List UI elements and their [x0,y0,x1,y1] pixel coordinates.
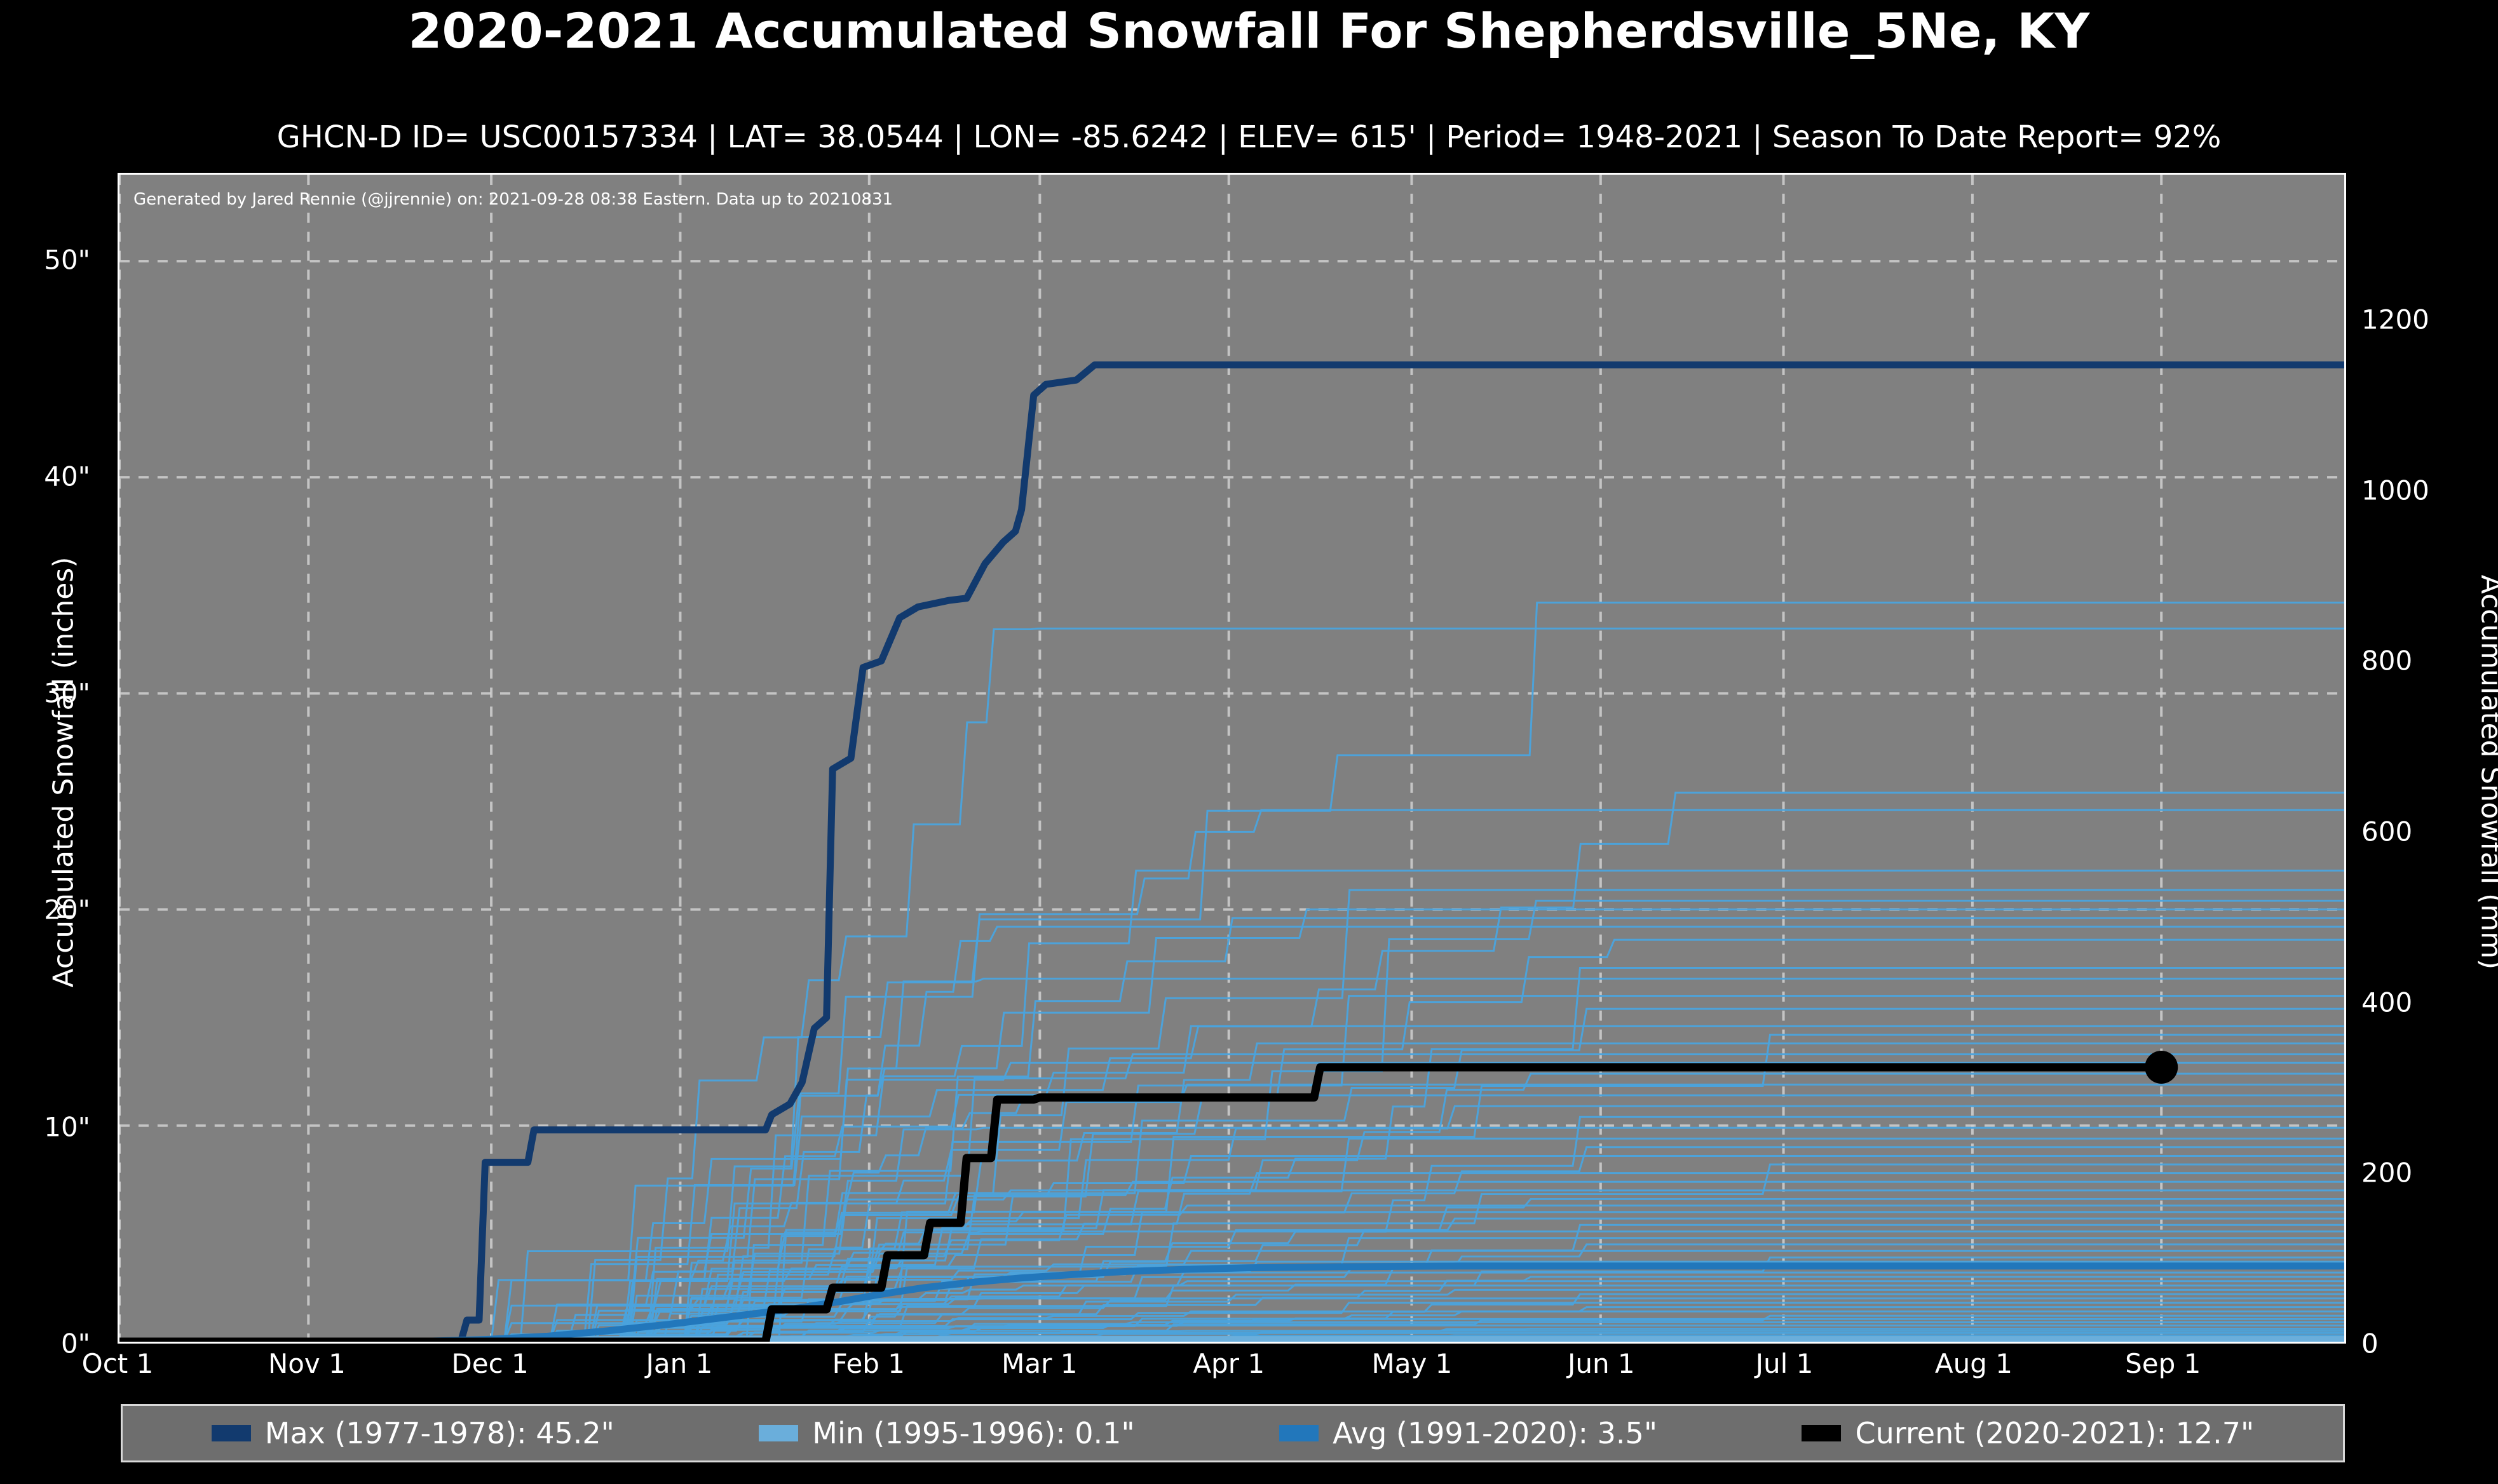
x-tick-label: Jul 1 [1755,1348,1814,1379]
historical-season-trace [119,1250,2344,1342]
series-line [119,1063,2166,1342]
y-tick-label-right: 400 [2361,987,2413,1018]
historical-season-trace [119,1126,2344,1342]
historical-season-trace [119,1288,2344,1342]
historical-season-trace [119,900,2344,1342]
y-tick-label-left: 0" [60,1328,90,1359]
historical-season-trace [119,627,2344,1342]
x-tick-label: Feb 1 [832,1348,906,1379]
y-tick-label-left: 20" [44,894,90,926]
legend-label-min: Min (1995-1996): 0.1" [812,1416,1135,1450]
x-tick-label: May 1 [1371,1348,1453,1379]
x-tick-label: Mar 1 [1001,1348,1078,1379]
chart-canvas [119,175,2344,1342]
legend-swatch-avg-icon [1279,1425,1319,1441]
y-tick-label-left: 10" [44,1111,90,1143]
historical-season-trace [119,1310,2344,1342]
y-tick-label-right: 1200 [2361,304,2429,335]
x-tick-label: Sep 1 [2125,1348,2201,1379]
credit-annotation: Generated by Jared Rennie (@jjrennie) on… [133,190,893,209]
y-tick-label-right: 200 [2361,1157,2413,1189]
y-tick-label-right: 0 [2361,1328,2379,1359]
historical-season-trace [119,1062,2344,1342]
legend-label-max: Max (1977-1978): 45.2" [264,1416,614,1450]
historical-season-trace [119,977,2344,1342]
y-tick-label-left: 30" [44,677,90,709]
historical-season-trace [119,1276,2344,1342]
series-max [119,361,2344,1342]
page-title: 2020-2021 Accumulated Snowfall For Sheph… [408,3,2090,59]
y-tick-label-right: 800 [2361,645,2413,677]
current-end-marker [2145,1051,2178,1084]
x-tick-label: Oct 1 [81,1348,154,1379]
x-tick-label: Jun 1 [1567,1348,1635,1379]
historical-season-trace [119,1180,2344,1342]
historical-season-trace [119,1321,2344,1342]
legend-item-avg[interactable]: Avg (1991-2020): 3.5" [1279,1416,1657,1450]
historical-season-trace [119,1260,2344,1342]
historical-season-trace [119,1042,2344,1342]
legend-item-max[interactable]: Max (1977-1978): 45.2" [211,1416,614,1450]
historical-traces [119,602,2344,1342]
y-axis-ticks-left: 0" 10" 20" 30" 40" 50" [0,173,102,1359]
historical-season-trace [119,1243,2344,1342]
x-tick-label: Aug 1 [1934,1348,2013,1379]
historical-season-trace [119,889,2344,1342]
legend-swatch-current-icon [1802,1425,1842,1441]
historical-season-trace [119,1008,2344,1342]
legend-swatch-max-icon [211,1425,251,1441]
y-axis-ticks-right: 0 200 400 600 800 1000 1200 [2361,173,2488,1359]
historical-season-trace [119,995,2344,1342]
legend-swatch-min-icon [759,1425,799,1441]
historical-season-trace [119,809,2344,1342]
y-tick-label-left: 40" [44,461,90,492]
historical-season-trace [119,1271,2344,1342]
x-tick-label: Apr 1 [1193,1348,1265,1379]
historical-season-trace [119,1189,2344,1342]
y-tick-label-left: 50" [44,244,90,276]
plot-area: Generated by Jared Rennie (@jjrennie) on… [118,173,2346,1344]
legend-item-min[interactable]: Min (1995-1996): 0.1" [759,1416,1135,1450]
y-tick-label-right: 600 [2361,816,2413,847]
historical-season-trace [119,1256,2344,1342]
series-line [119,361,2344,1342]
historical-season-trace [119,1072,2344,1342]
historical-season-trace [119,926,2344,1342]
y-tick-label-right: 1000 [2361,475,2429,506]
series-avg [119,1262,2344,1342]
historical-season-trace [119,1146,2344,1342]
x-tick-label: Jan 1 [646,1348,713,1379]
historical-season-trace [119,1217,2344,1342]
series-current [119,1051,2178,1342]
legend-label-current: Current (2020-2021): 12.7" [1855,1416,2255,1450]
x-tick-label: Dec 1 [451,1348,529,1379]
historical-season-trace [119,602,2344,1342]
legend-item-current[interactable]: Current (2020-2021): 12.7" [1802,1416,2254,1450]
x-tick-label: Nov 1 [268,1348,346,1379]
historical-season-trace [119,1324,2344,1342]
historical-season-trace [119,792,2344,1342]
x-axis-ticks: Oct 1 Nov 1 Dec 1 Jan 1 Feb 1 Mar 1 Apr 1 May 1… [82,1348,2346,1393]
historical-season-trace [119,917,2344,1342]
chart-legend: Max (1977-1978): 45.2" Min (1995-1996): 0… [121,1404,2345,1462]
historical-season-trace [119,869,2344,1342]
series-line [119,1262,2344,1342]
legend-label-avg: Avg (1991-2020): 3.5" [1333,1416,1657,1450]
historical-season-trace [119,1154,2344,1342]
chart-subtitle: GHCN-D ID= USC00157334 | LAT= 38.0544 | … [276,119,2222,155]
